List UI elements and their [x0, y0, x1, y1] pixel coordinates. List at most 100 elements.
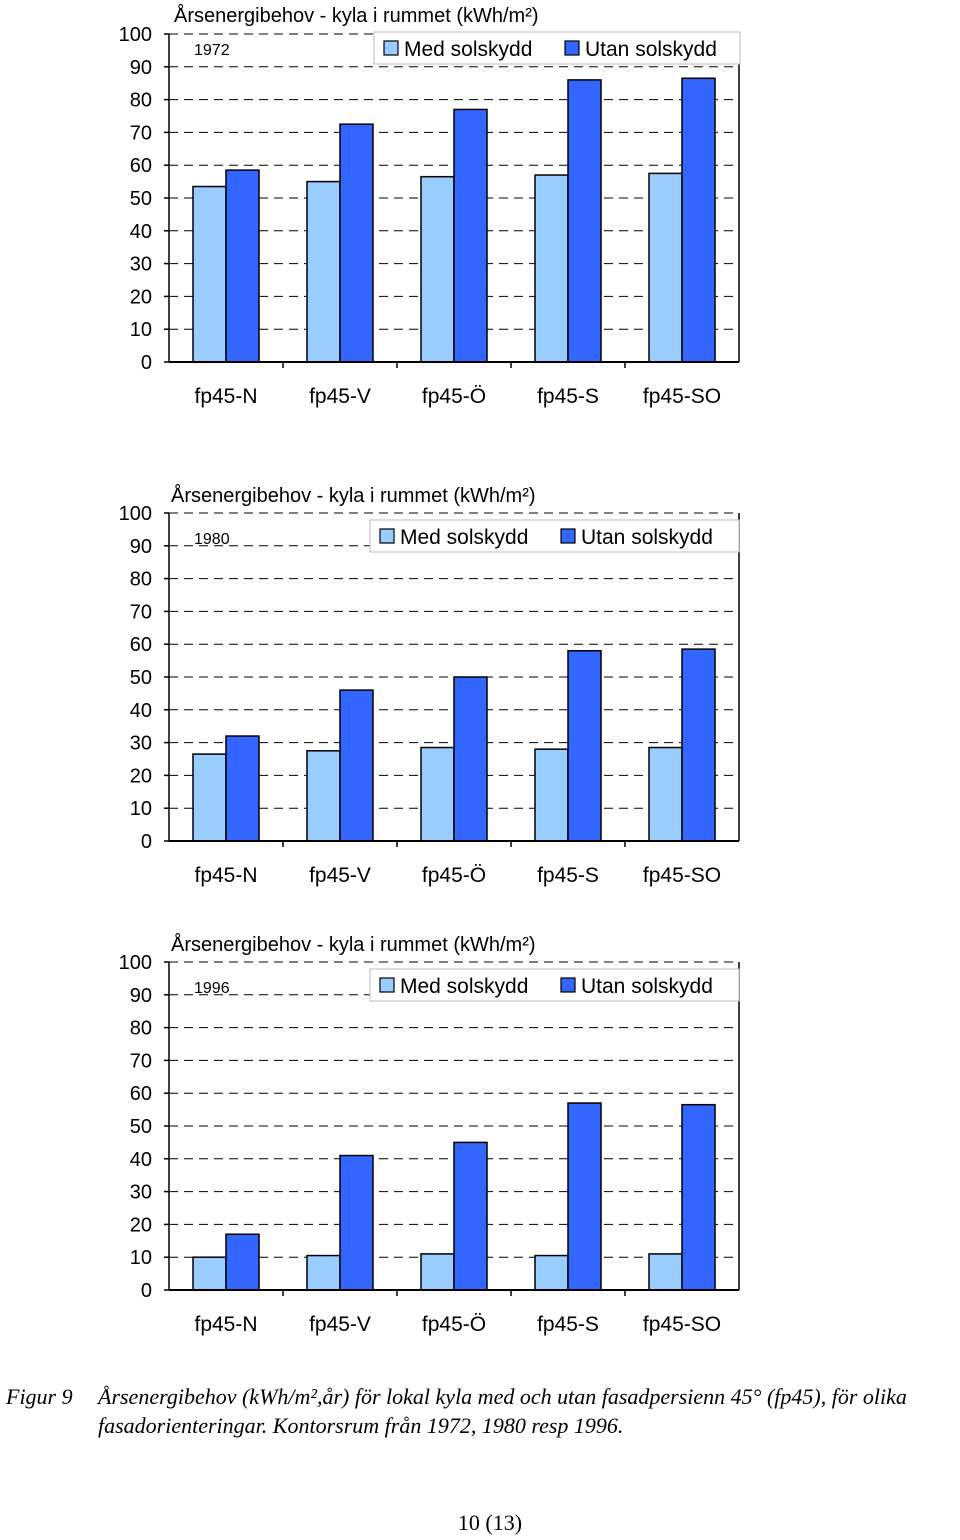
legend-swatch-med	[379, 977, 395, 993]
y-tick-label: 0	[141, 831, 152, 853]
y-tick-label: 60	[130, 634, 152, 656]
figure-label: Figur 9	[6, 1384, 73, 1409]
legend-box	[369, 968, 740, 1002]
bar-med-4	[534, 748, 569, 842]
x-tick-label: fp45-Ö	[422, 864, 486, 887]
y-tick-label: 80	[130, 569, 152, 591]
legend-label-utan: Utan solskydd	[581, 526, 713, 549]
y-tick-label: 40	[130, 700, 152, 722]
figure-caption-text: Årsenergibehov (kWh/m²,år) för lokal kyl…	[98, 1384, 907, 1438]
legend-label-utan: Utan solskydd	[585, 38, 717, 61]
bar-utan-1	[225, 1233, 260, 1291]
x-tick-label: fp45-V	[309, 385, 371, 408]
y-tick-label: 30	[130, 254, 152, 276]
x-tick-label: fp45-S	[537, 385, 599, 408]
x-tick-label: fp45-V	[309, 1313, 371, 1336]
panel-year-label: 1996	[194, 980, 230, 997]
y-tick-label: 50	[130, 667, 152, 689]
y-tick-label: 0	[141, 1280, 152, 1302]
chart-title: Årsenergibehov - kyla i rummet (kWh/m²)	[171, 933, 536, 956]
y-tick-label: 100	[119, 952, 152, 974]
chart-1980: 0 10 20 30 40 50 60 70 80 90 100 fp45-N fp45-V fp45-Ö…	[119, 484, 740, 887]
bar-utan-2	[339, 123, 374, 363]
y-tick-label: 20	[130, 286, 152, 308]
y-tick-label: 100	[119, 503, 152, 525]
x-tick-label: fp45-SO	[643, 1313, 721, 1336]
y-tick-label: 70	[130, 1050, 152, 1072]
bar-med-4	[534, 174, 569, 363]
bar-utan-2	[339, 689, 374, 842]
bar-utan-5	[681, 1103, 716, 1291]
y-tick-label: 50	[130, 188, 152, 210]
legend-swatch-utan	[564, 40, 580, 56]
legend-swatch-med	[379, 528, 395, 544]
y-tick-label: 90	[130, 536, 152, 558]
bar-utan-1	[225, 735, 260, 842]
x-tick-label: fp45-Ö	[422, 1313, 486, 1336]
x-tick-label: fp45-SO	[643, 385, 721, 408]
y-tick-label: 30	[130, 733, 152, 755]
y-tick-label: 60	[130, 155, 152, 177]
bar-med-2	[306, 1254, 341, 1291]
legend-label-med: Med solskydd	[400, 975, 528, 998]
y-tick-label: 90	[130, 985, 152, 1007]
x-tick-label: fp45-V	[309, 864, 371, 887]
x-tick-label: fp45-Ö	[422, 385, 486, 408]
bar-med-1	[192, 753, 227, 842]
y-tick-label: 20	[130, 765, 152, 787]
bar-utan-5	[681, 648, 716, 842]
panel-year-label: 1972	[194, 42, 230, 59]
bar-med-5	[648, 746, 683, 842]
bar-med-5	[648, 1253, 683, 1291]
legend-label-utan: Utan solskydd	[581, 975, 713, 998]
bar-utan-3	[453, 676, 488, 842]
y-tick-label: 30	[130, 1182, 152, 1204]
y-tick-label: 70	[130, 601, 152, 623]
legend-box	[373, 31, 741, 65]
bar-utan-2	[339, 1154, 374, 1291]
bar-med-5	[648, 172, 683, 363]
x-tick-label: fp45-S	[537, 1313, 599, 1336]
legend-box	[369, 519, 740, 553]
y-tick-label: 40	[130, 1149, 152, 1171]
bar-utan-3	[453, 1141, 488, 1291]
y-tick-label: 50	[130, 1116, 152, 1138]
page-number: 10 (13)	[457, 1510, 523, 1535]
legend-label-med: Med solskydd	[404, 38, 532, 61]
chart-1996: 0 10 20 30 40 50 60 70 80 90 100 fp45-N fp45-V fp45-Ö…	[119, 933, 740, 1336]
y-tick-label: 10	[130, 798, 152, 820]
bar-med-4	[534, 1254, 569, 1291]
y-tick-label: 40	[130, 221, 152, 243]
legend-swatch-med	[383, 40, 399, 56]
x-tick-label: fp45-N	[194, 1313, 257, 1336]
y-tick-label: 100	[119, 24, 152, 46]
y-tick-label: 20	[130, 1214, 152, 1236]
bar-med-3	[420, 175, 455, 363]
bar-utan-5	[681, 77, 716, 363]
y-tick-label: 10	[130, 319, 152, 341]
bar-med-3	[420, 1253, 455, 1291]
chart-1972: 0 10 20 30 40 50 60 70 80 90 100 fp45-N fp45-V fp45-Ö…	[119, 4, 741, 408]
bar-utan-3	[453, 108, 488, 363]
x-tick-label: fp45-SO	[643, 864, 721, 887]
bar-med-1	[192, 185, 227, 363]
y-tick-label: 60	[130, 1083, 152, 1105]
bar-utan-4	[567, 79, 602, 363]
x-tick-label: fp45-N	[194, 864, 257, 887]
y-tick-label: 10	[130, 1247, 152, 1269]
x-tick-label: fp45-N	[194, 385, 257, 408]
bar-med-2	[306, 750, 341, 842]
legend-swatch-utan	[560, 977, 576, 993]
bar-utan-1	[225, 169, 260, 363]
y-tick-label: 0	[141, 352, 152, 374]
bar-utan-4	[567, 650, 602, 842]
legend-label-med: Med solskydd	[400, 526, 528, 549]
legend-swatch-utan	[560, 528, 576, 544]
chart-title: Årsenergibehov - kyla i rummet (kWh/m²)	[174, 4, 539, 27]
y-tick-label: 80	[130, 90, 152, 112]
y-tick-label: 70	[130, 122, 152, 144]
bar-med-1	[192, 1256, 227, 1291]
bar-utan-4	[567, 1102, 602, 1291]
bar-med-2	[306, 180, 341, 363]
chart-title: Årsenergibehov - kyla i rummet (kWh/m²)	[171, 484, 536, 507]
